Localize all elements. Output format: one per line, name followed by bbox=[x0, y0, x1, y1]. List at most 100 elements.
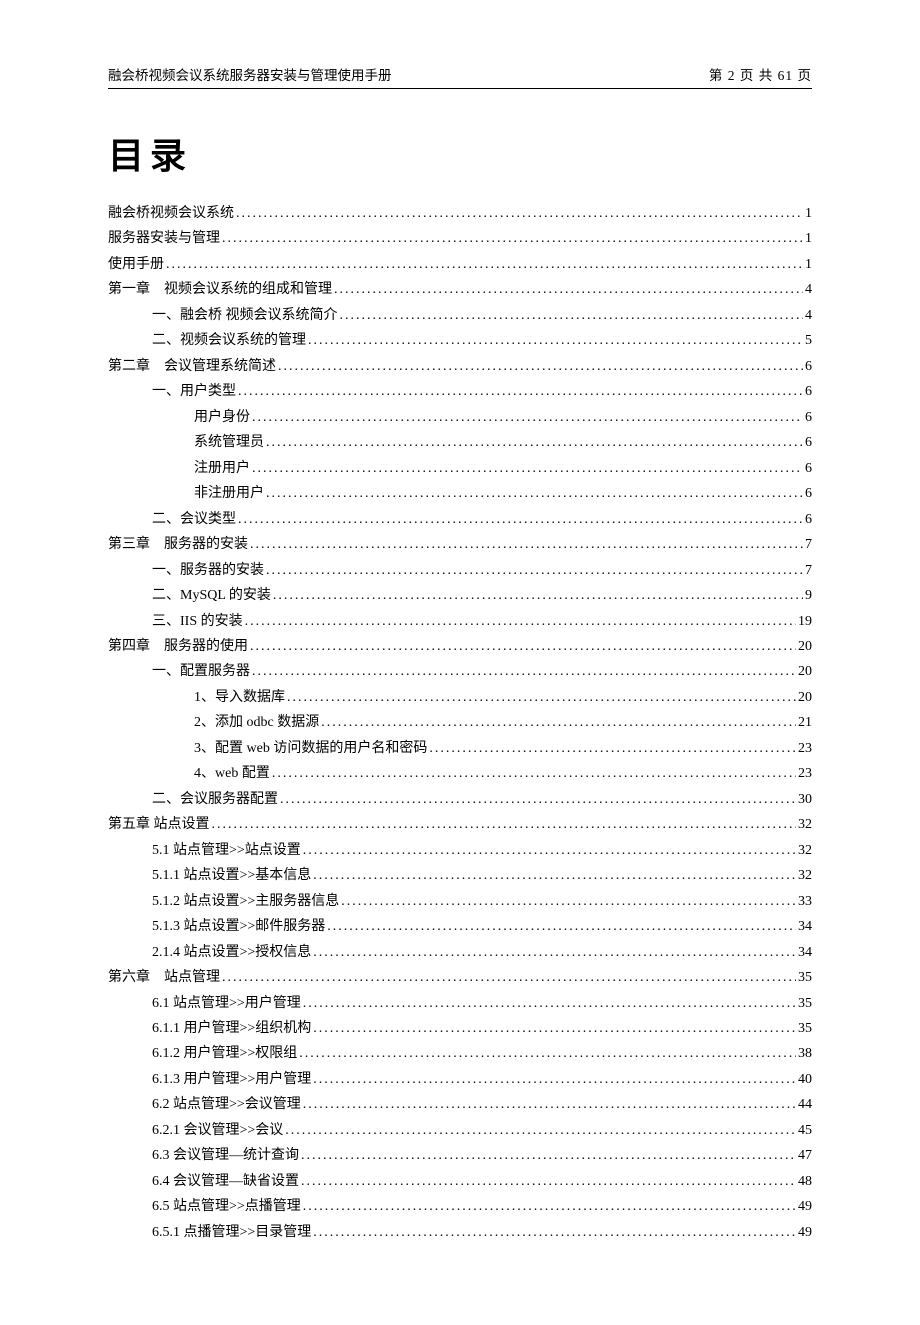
toc-entry-label: 5.1.3 站点设置>>邮件服务器 bbox=[108, 914, 325, 939]
toc-entry[interactable]: 一、配置服务器20 bbox=[108, 659, 812, 684]
toc-dot-leader bbox=[341, 889, 796, 914]
toc-entry[interactable]: 6.1 站点管理>>用户管理35 bbox=[108, 991, 812, 1016]
toc-dot-leader bbox=[303, 1092, 796, 1117]
toc-entry[interactable]: 非注册用户6 bbox=[108, 481, 812, 506]
toc-entry-page: 35 bbox=[798, 1016, 812, 1041]
toc-dot-leader bbox=[321, 710, 796, 735]
toc-entry-label: 第二章 会议管理系统简述 bbox=[108, 354, 276, 379]
toc-entry-page: 35 bbox=[798, 991, 812, 1016]
toc-entry-page: 20 bbox=[798, 685, 812, 710]
toc-dot-leader bbox=[250, 634, 796, 659]
toc-entry-label: 5.1.1 站点设置>>基本信息 bbox=[108, 863, 311, 888]
toc-dot-leader bbox=[280, 787, 796, 812]
toc-entry-page: 23 bbox=[798, 736, 812, 761]
toc-entry[interactable]: 第一章 视频会议系统的组成和管理4 bbox=[108, 277, 812, 302]
toc-entry-page: 38 bbox=[798, 1041, 812, 1066]
toc-entry[interactable]: 二、会议服务器配置30 bbox=[108, 787, 812, 812]
document-page: 融会桥视频会议系统服务器安装与管理使用手册 第 2 页 共 61 页 目录 融会… bbox=[0, 0, 920, 1325]
toc-dot-leader bbox=[266, 558, 803, 583]
toc-entry[interactable]: 三、IIS 的安装19 bbox=[108, 609, 812, 634]
toc-entry-page: 49 bbox=[798, 1194, 812, 1219]
toc-entry-label: 5.1.2 站点设置>>主服务器信息 bbox=[108, 889, 339, 914]
toc-dot-leader bbox=[252, 659, 796, 684]
toc-entry[interactable]: 第六章 站点管理35 bbox=[108, 965, 812, 990]
toc-entry-page: 32 bbox=[798, 838, 812, 863]
toc-entry-page: 49 bbox=[798, 1220, 812, 1245]
toc-entry[interactable]: 4、web 配置 23 bbox=[108, 761, 812, 786]
toc-entry[interactable]: 6.4 会议管理—缺省设置48 bbox=[108, 1169, 812, 1194]
toc-entry[interactable]: 6.1.3 用户管理>>用户管理40 bbox=[108, 1067, 812, 1092]
toc-dot-leader bbox=[327, 914, 796, 939]
toc-entry[interactable]: 第二章 会议管理系统简述6 bbox=[108, 354, 812, 379]
toc-entry[interactable]: 第四章 服务器的使用20 bbox=[108, 634, 812, 659]
toc-dot-leader bbox=[236, 201, 803, 226]
toc-entry[interactable]: 用户身份 6 bbox=[108, 405, 812, 430]
toc-entry[interactable]: 二、会议类型6 bbox=[108, 507, 812, 532]
toc-entry[interactable]: 系统管理员6 bbox=[108, 430, 812, 455]
toc-entry[interactable]: 一、融会桥 视频会议系统简介4 bbox=[108, 303, 812, 328]
toc-entry[interactable]: 6.1.1 用户管理>>组织机构35 bbox=[108, 1016, 812, 1041]
toc-entry[interactable]: 第五章 站点设置32 bbox=[108, 812, 812, 837]
toc-entry-label: 三、IIS 的安装 bbox=[108, 609, 243, 634]
toc-entry-page: 9 bbox=[805, 583, 812, 608]
toc-entry[interactable]: 二、MySQL 的安装 9 bbox=[108, 583, 812, 608]
toc-entry[interactable]: 6.1.2 用户管理>>权限组38 bbox=[108, 1041, 812, 1066]
toc-dot-leader bbox=[340, 303, 804, 328]
toc-entry[interactable]: 2.1.4 站点设置>>授权信息34 bbox=[108, 940, 812, 965]
toc-entry-label: 4、web 配置 bbox=[108, 761, 270, 786]
toc-dot-leader bbox=[222, 226, 803, 251]
toc-entry[interactable]: 5.1.1 站点设置>>基本信息 32 bbox=[108, 863, 812, 888]
toc-entry[interactable]: 融会桥视频会议系统1 bbox=[108, 201, 812, 226]
toc-entry-page: 7 bbox=[805, 558, 812, 583]
toc-dot-leader bbox=[287, 685, 796, 710]
toc-entry[interactable]: 6.2 站点管理>>会议管理44 bbox=[108, 1092, 812, 1117]
toc-entry-label: 5.1 站点管理>>站点设置 bbox=[108, 838, 301, 863]
header-page-suffix: 页 bbox=[798, 68, 813, 83]
toc-entry[interactable]: 5.1.3 站点设置>>邮件服务器34 bbox=[108, 914, 812, 939]
toc-entry-label: 非注册用户 bbox=[108, 481, 264, 506]
toc-dot-leader bbox=[166, 252, 803, 277]
toc-entry[interactable]: 5.1 站点管理>>站点设置 32 bbox=[108, 838, 812, 863]
toc-entry-page: 32 bbox=[798, 812, 812, 837]
toc-entry[interactable]: 一、服务器的安装7 bbox=[108, 558, 812, 583]
toc-entry-label: 第三章 服务器的安装 bbox=[108, 532, 248, 557]
toc-dot-leader bbox=[313, 863, 796, 888]
toc-entry[interactable]: 6.5 站点管理>>点播管理 49 bbox=[108, 1194, 812, 1219]
toc-entry-label: 6.5 站点管理>>点播管理 bbox=[108, 1194, 301, 1219]
toc-entry-page: 1 bbox=[805, 226, 812, 251]
toc-entry[interactable]: 服务器安装与管理1 bbox=[108, 226, 812, 251]
toc-entry-label: 二、MySQL 的安装 bbox=[108, 583, 271, 608]
toc-dot-leader bbox=[301, 1143, 796, 1168]
toc-entry[interactable]: 1、导入数据库 20 bbox=[108, 685, 812, 710]
toc-entry-page: 32 bbox=[798, 863, 812, 888]
toc-entry[interactable]: 第三章 服务器的安装 7 bbox=[108, 532, 812, 557]
toc-entry[interactable]: 2、添加 odbc 数据源21 bbox=[108, 710, 812, 735]
toc-entry-page: 33 bbox=[798, 889, 812, 914]
toc-entry[interactable]: 使用手册1 bbox=[108, 252, 812, 277]
table-of-contents: 融会桥视频会议系统1服务器安装与管理1使用手册1第一章 视频会议系统的组成和管理… bbox=[108, 201, 812, 1245]
toc-entry-page: 20 bbox=[798, 659, 812, 684]
toc-entry-page: 6 bbox=[805, 456, 812, 481]
toc-entry[interactable]: 5.1.2 站点设置>>主服务器信息 33 bbox=[108, 889, 812, 914]
toc-entry-page: 47 bbox=[798, 1143, 812, 1168]
toc-entry[interactable]: 一、用户类型6 bbox=[108, 379, 812, 404]
toc-entry-label: 6.4 会议管理—缺省设置 bbox=[108, 1169, 299, 1194]
toc-entry-label: 第四章 服务器的使用 bbox=[108, 634, 248, 659]
toc-entry-label: 用户身份 bbox=[108, 405, 250, 430]
toc-entry[interactable]: 注册用户6 bbox=[108, 456, 812, 481]
toc-dot-leader bbox=[313, 1220, 796, 1245]
toc-entry-label: 6.1.3 用户管理>>用户管理 bbox=[108, 1067, 311, 1092]
toc-dot-leader bbox=[313, 1016, 796, 1041]
toc-entry-page: 7 bbox=[805, 532, 812, 557]
toc-entry-label: 1、导入数据库 bbox=[108, 685, 285, 710]
toc-entry[interactable]: 6.2.1 会议管理>>会议45 bbox=[108, 1118, 812, 1143]
toc-entry-page: 23 bbox=[798, 761, 812, 786]
toc-entry[interactable]: 6.3 会议管理—统计查询47 bbox=[108, 1143, 812, 1168]
toc-entry-page: 6 bbox=[805, 405, 812, 430]
toc-entry-page: 30 bbox=[798, 787, 812, 812]
toc-entry[interactable]: 3、配置 web 访问数据的用户名和密码 23 bbox=[108, 736, 812, 761]
toc-entry-label: 3、配置 web 访问数据的用户名和密码 bbox=[108, 736, 427, 761]
toc-entry[interactable]: 二、视频会议系统的管理5 bbox=[108, 328, 812, 353]
toc-entry[interactable]: 6.5.1 点播管理>>目录管理49 bbox=[108, 1220, 812, 1245]
toc-entry-page: 1 bbox=[805, 201, 812, 226]
